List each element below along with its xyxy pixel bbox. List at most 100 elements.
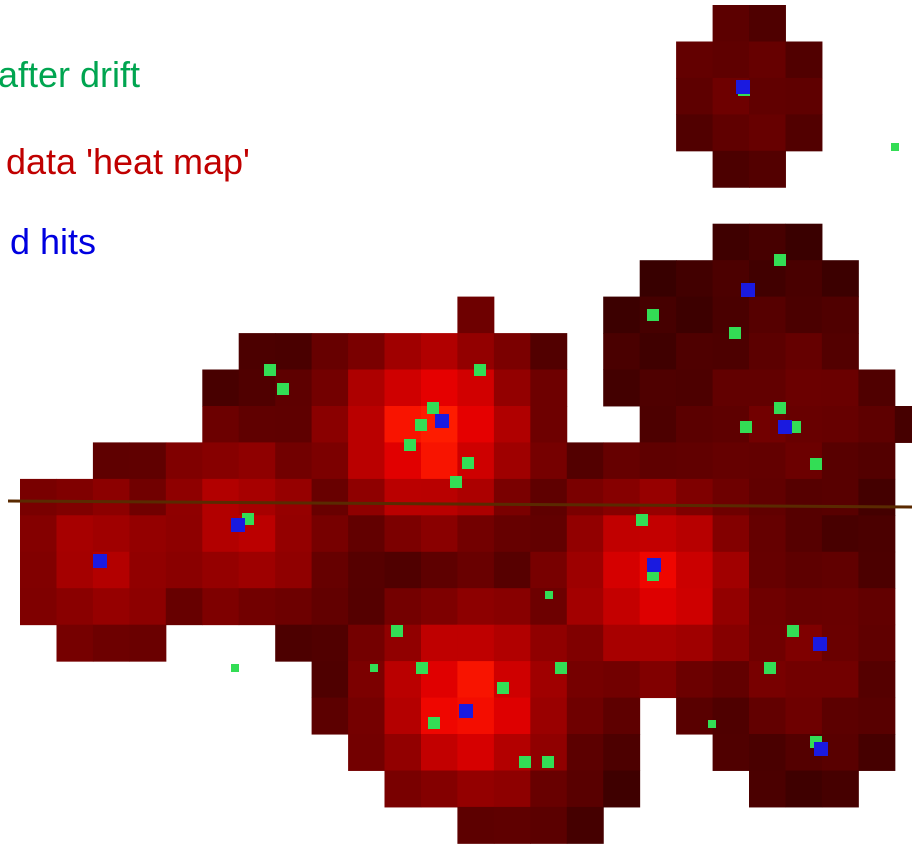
heat-cell: [603, 770, 641, 808]
heat-cell: [129, 624, 167, 662]
heat-cell: [603, 442, 641, 480]
heat-cell: [785, 551, 823, 589]
heat-cell: [311, 697, 349, 735]
heat-cell: [676, 478, 714, 516]
heat-cell: [785, 114, 823, 152]
heat-cell: [421, 333, 458, 371]
heat-cell: [821, 442, 859, 480]
heat-cell: [92, 624, 130, 662]
heat-cell: [858, 406, 896, 443]
heat-cell: [676, 661, 714, 699]
hit-marker: [813, 637, 827, 651]
heat-cell: [275, 515, 313, 553]
heat-cell: [712, 5, 750, 42]
heat-cell: [493, 406, 531, 443]
drift-marker: [474, 364, 486, 376]
heat-cell: [676, 697, 714, 735]
heat-cell: [530, 551, 568, 589]
heat-cell: [384, 515, 422, 553]
heat-cell: [457, 478, 495, 516]
heat-cell: [275, 551, 313, 589]
heat-cell: [20, 515, 57, 553]
heat-cell: [603, 369, 641, 407]
heat-cell: [384, 478, 422, 516]
heat-cell: [603, 661, 641, 699]
heat-cell: [566, 734, 604, 771]
heat-cell: [165, 442, 203, 480]
heat-cell: [749, 734, 786, 771]
heat-cell: [457, 296, 495, 334]
heat-cell: [238, 442, 276, 480]
heat-cell: [202, 406, 240, 443]
drift-marker: [545, 591, 553, 599]
heat-cell: [566, 661, 604, 699]
heat-cell: [858, 661, 896, 699]
heat-cell: [348, 333, 386, 371]
heat-cell: [530, 369, 568, 407]
heat-cell: [749, 114, 786, 152]
heat-cell: [275, 624, 313, 662]
drift-marker: [519, 756, 531, 768]
heat-cell: [785, 260, 823, 298]
heat-cell: [676, 406, 714, 443]
heat-cell: [821, 551, 859, 589]
heat-cell: [457, 551, 495, 589]
hit-marker: [647, 558, 661, 572]
hit-marker: [459, 704, 473, 718]
heat-cell: [275, 588, 313, 626]
heat-cell: [639, 260, 677, 298]
heat-cell: [238, 551, 276, 589]
heat-cell: [348, 515, 386, 553]
heat-cell: [348, 478, 386, 516]
heat-cell: [821, 661, 859, 699]
heat-cell: [603, 515, 641, 553]
heat-cell: [858, 515, 896, 553]
heat-cell: [421, 442, 458, 480]
heat-cell: [603, 333, 641, 371]
heat-cell: [639, 661, 677, 699]
heat-cell: [712, 369, 750, 407]
heat-cell: [858, 369, 896, 407]
heat-cell: [530, 333, 568, 371]
heat-cell: [457, 588, 495, 626]
drift-marker: [810, 458, 822, 470]
hit-marker: [814, 742, 828, 756]
drift-marker: [404, 439, 416, 451]
heat-cell: [493, 806, 531, 844]
heat-cell: [712, 588, 750, 626]
heat-cell: [202, 588, 240, 626]
heat-cell: [821, 515, 859, 553]
heat-cell: [676, 515, 714, 553]
hit-markers: [93, 80, 899, 768]
heat-cell: [457, 333, 495, 371]
hit-marker: [778, 420, 792, 434]
heat-cell: [311, 551, 349, 589]
heat-cell: [384, 734, 422, 771]
drift-marker: [740, 421, 752, 433]
drift-marker: [891, 143, 899, 151]
hit-marker: [231, 518, 245, 532]
drift-marker: [391, 625, 403, 637]
heat-cell: [712, 624, 750, 662]
drift-marker: [647, 309, 659, 321]
heat-cell: [821, 588, 859, 626]
heat-cell: [785, 41, 823, 79]
heat-cell: [421, 515, 458, 553]
heat-cell: [676, 77, 714, 115]
heat-cell: [676, 624, 714, 662]
heat-cell: [92, 478, 130, 516]
heat-cell: [311, 442, 349, 480]
heat-cell: [493, 770, 531, 808]
drift-marker: [708, 720, 716, 728]
heat-cell: [202, 442, 240, 480]
heat-cell: [676, 296, 714, 334]
heat-cell: [493, 624, 531, 662]
heat-cell: [676, 333, 714, 371]
heat-cell: [894, 406, 912, 443]
heat-cell: [457, 770, 495, 808]
heat-cell: [421, 697, 458, 735]
heat-cell: [311, 661, 349, 699]
heat-cell: [603, 624, 641, 662]
heat-cell: [92, 588, 130, 626]
heat-cell: [639, 369, 677, 407]
